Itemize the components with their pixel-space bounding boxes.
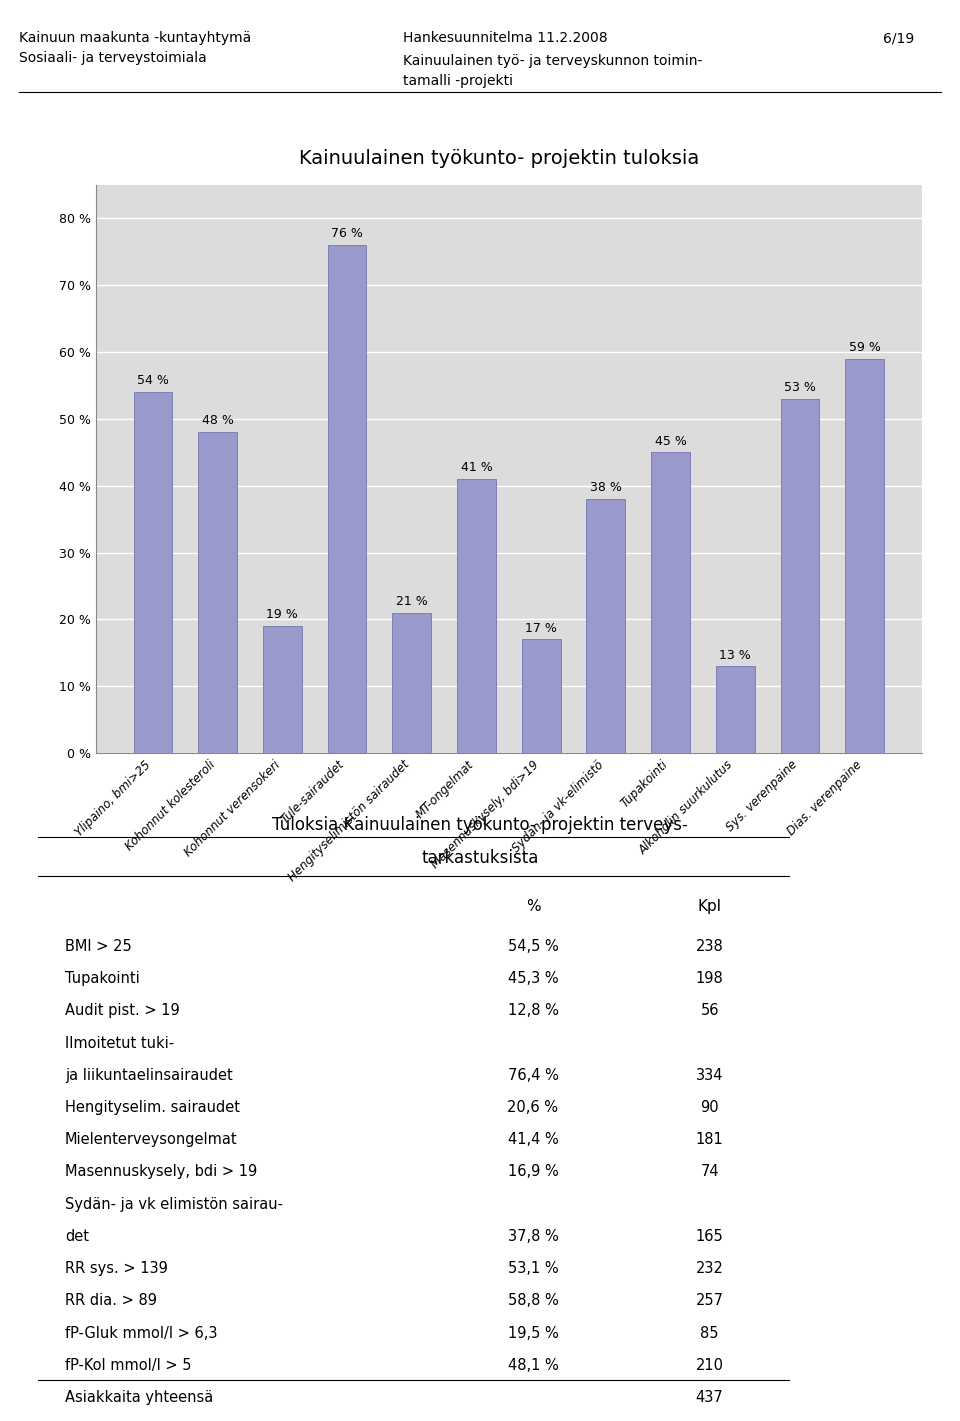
Bar bbox=[521, 639, 561, 753]
Text: Audit pist. > 19: Audit pist. > 19 bbox=[65, 1003, 180, 1019]
Text: fP-Gluk mmol/l > 6,3: fP-Gluk mmol/l > 6,3 bbox=[65, 1326, 217, 1340]
Text: Kainuun maakunta -kuntayhtymä: Kainuun maakunta -kuntayhtymä bbox=[19, 31, 252, 45]
Text: Asiakkaita yhteensä: Asiakkaita yhteensä bbox=[65, 1390, 213, 1405]
Text: 56: 56 bbox=[701, 1003, 719, 1019]
Text: 19,5 %: 19,5 % bbox=[508, 1326, 559, 1340]
Text: 232: 232 bbox=[696, 1262, 724, 1276]
Text: 181: 181 bbox=[696, 1133, 724, 1147]
Text: 76,4 %: 76,4 % bbox=[508, 1067, 559, 1083]
Text: 238: 238 bbox=[696, 939, 724, 953]
Bar bbox=[263, 627, 301, 753]
Text: det: det bbox=[65, 1229, 89, 1243]
Text: 12,8 %: 12,8 % bbox=[508, 1003, 559, 1019]
Text: Ilmoitetut tuki-: Ilmoitetut tuki- bbox=[65, 1036, 174, 1050]
Text: 210: 210 bbox=[696, 1358, 724, 1373]
Text: 38 %: 38 % bbox=[589, 482, 622, 495]
Text: 53,1 %: 53,1 % bbox=[508, 1262, 559, 1276]
Text: 58,8 %: 58,8 % bbox=[508, 1293, 559, 1309]
Bar bbox=[651, 452, 690, 753]
Text: 48,1 %: 48,1 % bbox=[508, 1358, 559, 1373]
Text: 17 %: 17 % bbox=[525, 622, 557, 635]
Text: RR sys. > 139: RR sys. > 139 bbox=[65, 1262, 168, 1276]
Text: 48 %: 48 % bbox=[202, 415, 233, 428]
Text: 6/19: 6/19 bbox=[883, 31, 915, 45]
Text: fP-Kol mmol/l > 5: fP-Kol mmol/l > 5 bbox=[65, 1358, 191, 1373]
Text: 13 %: 13 % bbox=[719, 648, 751, 662]
Text: 20,6 %: 20,6 % bbox=[508, 1100, 559, 1115]
Bar bbox=[198, 432, 237, 753]
Bar bbox=[845, 358, 884, 753]
Text: 45,3 %: 45,3 % bbox=[508, 971, 559, 986]
Text: 21 %: 21 % bbox=[396, 595, 427, 608]
Text: 74: 74 bbox=[700, 1164, 719, 1179]
Text: Masennuskysely, bdi > 19: Masennuskysely, bdi > 19 bbox=[65, 1164, 257, 1179]
Text: tarkastuksista: tarkastuksista bbox=[421, 848, 539, 867]
Text: Tupakointi: Tupakointi bbox=[65, 971, 139, 986]
Bar bbox=[780, 399, 820, 753]
Text: 334: 334 bbox=[696, 1067, 724, 1083]
Bar bbox=[587, 499, 625, 753]
Text: Hengityselim. sairaudet: Hengityselim. sairaudet bbox=[65, 1100, 240, 1115]
Text: Kpl: Kpl bbox=[698, 899, 722, 915]
Text: 45 %: 45 % bbox=[655, 435, 686, 448]
Text: 16,9 %: 16,9 % bbox=[508, 1164, 559, 1179]
Text: 90: 90 bbox=[700, 1100, 719, 1115]
Text: Sosiaali- ja terveystoimiala: Sosiaali- ja terveystoimiala bbox=[19, 51, 207, 65]
Text: 41,4 %: 41,4 % bbox=[508, 1133, 559, 1147]
Text: 257: 257 bbox=[696, 1293, 724, 1309]
Bar bbox=[327, 244, 367, 753]
Text: 54,5 %: 54,5 % bbox=[508, 939, 559, 953]
Text: Sydän- ja vk elimistön sairau-: Sydän- ja vk elimistön sairau- bbox=[65, 1196, 283, 1212]
Bar bbox=[133, 392, 173, 753]
Text: 76 %: 76 % bbox=[331, 227, 363, 240]
Text: %: % bbox=[526, 899, 540, 915]
Text: Hankesuunnitelma 11.2.2008: Hankesuunnitelma 11.2.2008 bbox=[403, 31, 608, 45]
Text: 85: 85 bbox=[701, 1326, 719, 1340]
Bar bbox=[457, 479, 496, 753]
Text: BMI > 25: BMI > 25 bbox=[65, 939, 132, 953]
Bar bbox=[393, 612, 431, 753]
Text: 165: 165 bbox=[696, 1229, 724, 1243]
Text: 19 %: 19 % bbox=[267, 608, 299, 621]
Text: tamalli -projekti: tamalli -projekti bbox=[403, 74, 514, 88]
Text: 198: 198 bbox=[696, 971, 724, 986]
Text: Kainuulainen työ- ja terveyskunnon toimin-: Kainuulainen työ- ja terveyskunnon toimi… bbox=[403, 54, 703, 68]
Text: 59 %: 59 % bbox=[849, 341, 880, 354]
Bar bbox=[716, 666, 755, 753]
Text: ja liikuntaelinsairaudet: ja liikuntaelinsairaudet bbox=[65, 1067, 232, 1083]
Text: RR dia. > 89: RR dia. > 89 bbox=[65, 1293, 156, 1309]
Text: 54 %: 54 % bbox=[137, 374, 169, 388]
Text: Kainuulainen työkunto- projektin tuloksia: Kainuulainen työkunto- projektin tuloksi… bbox=[300, 149, 699, 168]
Text: Mielenterveysongelmat: Mielenterveysongelmat bbox=[65, 1133, 237, 1147]
Text: 41 %: 41 % bbox=[461, 462, 492, 475]
Text: 37,8 %: 37,8 % bbox=[508, 1229, 559, 1243]
Text: 437: 437 bbox=[696, 1390, 724, 1405]
Text: 53 %: 53 % bbox=[784, 381, 816, 394]
Text: Tuloksia Kainuulainen työkunto- projektin terveys-: Tuloksia Kainuulainen työkunto- projekti… bbox=[272, 816, 688, 834]
